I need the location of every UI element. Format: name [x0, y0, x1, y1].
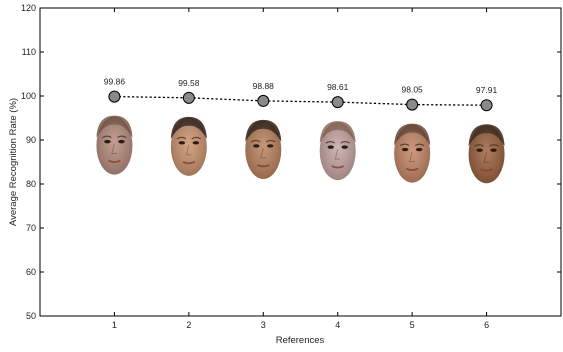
data-point — [331, 96, 344, 109]
face-icon — [245, 119, 282, 179]
y-tick-label: 120 — [21, 3, 36, 13]
face-icon — [394, 123, 431, 183]
face-icon — [96, 115, 133, 175]
y-axis: 50 60 70 80 90 100 110 120 — [21, 3, 561, 321]
face-icon — [468, 124, 505, 184]
series-markers — [108, 90, 493, 112]
face-icon — [319, 121, 356, 181]
x-tick-label: 5 — [410, 320, 415, 330]
y-tick-label: 90 — [26, 135, 36, 145]
data-label: 98.88 — [253, 81, 275, 91]
data-label: 99.86 — [104, 77, 126, 87]
y-tick-label: 80 — [26, 179, 36, 189]
data-point — [182, 91, 195, 104]
y-tick-label: 60 — [26, 267, 36, 277]
x-tick-label: 2 — [186, 320, 191, 330]
y-tick-label: 100 — [21, 91, 36, 101]
face-icon — [170, 116, 207, 176]
x-axis: 1 2 3 4 5 6 — [112, 8, 489, 330]
data-point — [257, 94, 270, 107]
data-labels: 99.86 99.58 98.88 98.61 98.05 97.91 — [104, 77, 498, 96]
x-tick-label: 6 — [484, 320, 489, 330]
data-label: 99.58 — [178, 78, 200, 88]
x-tick-label: 1 — [112, 320, 117, 330]
face-images — [96, 115, 505, 184]
y-tick-label: 110 — [22, 47, 36, 57]
data-point — [480, 99, 493, 112]
x-axis-title: References — [276, 335, 325, 346]
data-label: 98.05 — [402, 85, 424, 95]
x-tick-label: 4 — [335, 320, 340, 330]
data-label: 98.61 — [327, 82, 349, 92]
x-tick-label: 3 — [261, 320, 266, 330]
series-line — [114, 95, 487, 106]
data-point — [406, 98, 419, 111]
y-tick-label: 50 — [26, 311, 36, 321]
y-tick-label: 70 — [26, 223, 36, 233]
data-label: 97.91 — [476, 85, 498, 95]
y-axis-title: Average Recognition Rate (%) — [8, 98, 19, 226]
plot-frame — [39, 7, 562, 317]
data-point — [108, 90, 121, 103]
